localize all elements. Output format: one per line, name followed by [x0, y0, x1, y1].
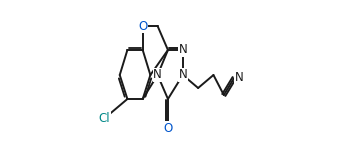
Text: N: N	[179, 69, 187, 82]
Text: N: N	[153, 69, 162, 82]
Text: O: O	[138, 20, 147, 33]
Text: N: N	[179, 44, 187, 57]
Text: O: O	[163, 122, 173, 135]
Text: N: N	[235, 71, 244, 84]
Text: Cl: Cl	[99, 111, 110, 124]
